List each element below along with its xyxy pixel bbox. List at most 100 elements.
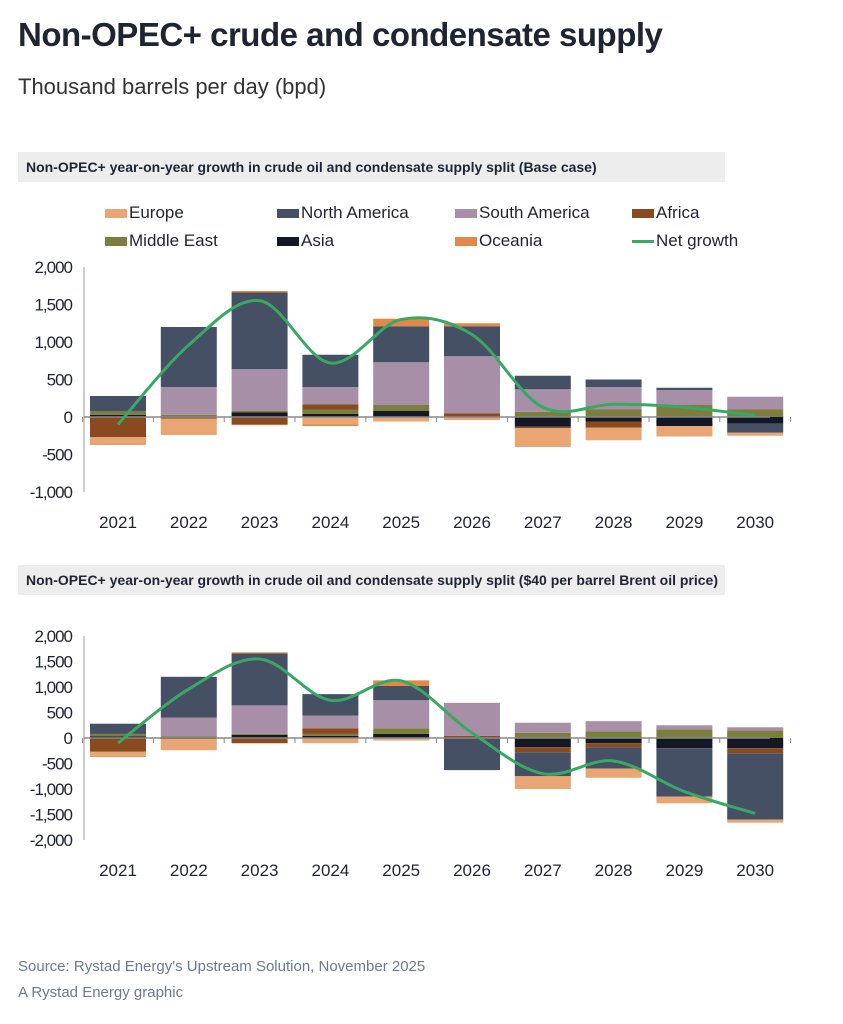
bar-south-america bbox=[727, 727, 784, 731]
bar-europe bbox=[302, 738, 359, 744]
x-tick-label: 2030 bbox=[736, 513, 774, 532]
bar-asia bbox=[90, 736, 146, 738]
bar-north-america bbox=[160, 327, 217, 387]
x-tick-label: 2022 bbox=[170, 861, 208, 880]
bar-middle-east bbox=[727, 409, 784, 417]
bar-europe bbox=[302, 417, 359, 425]
x-tick-label: 2030 bbox=[736, 861, 774, 880]
x-tick-label: 2022 bbox=[170, 513, 208, 532]
legend-label: Asia bbox=[301, 231, 335, 250]
legend-swatch bbox=[105, 236, 127, 246]
bar-europe bbox=[514, 428, 571, 447]
bar-middle-east bbox=[90, 733, 146, 737]
bar-south-america bbox=[160, 717, 217, 737]
bar-north-america bbox=[727, 423, 784, 433]
bar-middle-east bbox=[585, 409, 642, 417]
bar-europe bbox=[656, 426, 713, 437]
bar-north-america bbox=[444, 738, 500, 771]
bar-asia bbox=[656, 738, 713, 749]
legend-asia: Asia bbox=[277, 231, 334, 251]
bar-asia bbox=[514, 417, 571, 427]
y-tick-label: 0 bbox=[64, 408, 73, 427]
bar-south-america bbox=[231, 369, 288, 411]
legend-south-america: South America bbox=[455, 203, 590, 223]
x-tick-label: 2021 bbox=[99, 861, 137, 880]
legend-swatch bbox=[455, 208, 477, 218]
x-tick-label: 2028 bbox=[595, 513, 633, 532]
bar-europe bbox=[585, 768, 642, 778]
legend-swatch bbox=[632, 239, 654, 243]
bar-north-america bbox=[656, 387, 713, 390]
bar-middle-east bbox=[727, 730, 784, 738]
bar-middle-east bbox=[514, 411, 571, 417]
bar-africa bbox=[514, 747, 571, 753]
bar-europe bbox=[656, 796, 713, 804]
bar-africa bbox=[302, 404, 359, 410]
x-tick-label: 2023 bbox=[241, 861, 279, 880]
bar-south-america bbox=[373, 362, 430, 405]
legend-oceania: Oceania bbox=[455, 231, 542, 251]
bar-middle-east bbox=[656, 729, 713, 738]
legend-label: Middle East bbox=[129, 231, 218, 250]
bar-africa bbox=[90, 738, 146, 752]
y-tick-label: -1,000 bbox=[30, 780, 73, 799]
bar-asia bbox=[302, 735, 359, 738]
bar-middle-east bbox=[160, 414, 217, 417]
bar-asia bbox=[302, 414, 359, 417]
bar-south-america bbox=[727, 396, 784, 410]
bar-north-america bbox=[373, 326, 430, 363]
net-growth-line bbox=[117, 657, 756, 815]
bar-asia bbox=[514, 738, 571, 748]
legend-swatch bbox=[105, 208, 127, 218]
chart-1-title: Non-OPEC+ year-on-year growth in crude o… bbox=[18, 152, 725, 182]
bar-africa bbox=[444, 413, 500, 417]
legend-africa: Africa bbox=[632, 203, 699, 223]
legend-europe: Europe bbox=[105, 203, 184, 223]
bar-asia bbox=[585, 738, 642, 744]
y-tick-label: 1,000 bbox=[34, 678, 72, 697]
bar-middle-east bbox=[231, 733, 288, 735]
legend-label: South America bbox=[479, 203, 590, 222]
bar-africa bbox=[514, 426, 571, 429]
bar-asia bbox=[231, 734, 288, 738]
bar-oceania bbox=[444, 323, 500, 327]
bar-europe bbox=[727, 432, 784, 436]
bar-europe bbox=[231, 743, 288, 744]
bar-south-america bbox=[160, 387, 217, 415]
x-tick-label: 2025 bbox=[382, 861, 420, 880]
x-tick-label: 2023 bbox=[241, 513, 279, 532]
x-tick-label: 2021 bbox=[99, 513, 137, 532]
legend-swatch bbox=[632, 208, 654, 218]
bar-europe bbox=[160, 739, 217, 751]
legend-label: Europe bbox=[129, 203, 184, 222]
credit-note: A Rystad Energy graphic bbox=[18, 984, 184, 1001]
bar-south-america bbox=[656, 390, 713, 405]
bar-asia bbox=[90, 414, 146, 417]
x-tick-label: 2026 bbox=[453, 513, 491, 532]
bar-south-america bbox=[373, 700, 430, 729]
legend-swatch bbox=[277, 208, 299, 218]
bar-africa bbox=[585, 421, 642, 428]
bar-asia bbox=[373, 733, 430, 738]
bar-south-america bbox=[231, 705, 288, 734]
bar-africa bbox=[585, 743, 642, 748]
y-tick-label: -1,500 bbox=[30, 806, 73, 825]
bar-north-america bbox=[727, 753, 784, 820]
bar-oceania bbox=[231, 291, 288, 293]
bar-north-america bbox=[160, 676, 217, 718]
x-tick-label: 2024 bbox=[311, 861, 349, 880]
source-note: Source: Rystad Energy's Upstream Solutio… bbox=[18, 958, 426, 975]
bar-oceania bbox=[231, 652, 288, 654]
y-tick-label: 1,500 bbox=[34, 653, 72, 672]
bar-europe bbox=[585, 427, 642, 441]
bar-asia bbox=[373, 411, 430, 417]
bar-north-america bbox=[656, 748, 713, 797]
bar-south-america bbox=[444, 356, 500, 414]
y-tick-label: 1,000 bbox=[34, 333, 72, 352]
x-tick-label: 2029 bbox=[665, 513, 703, 532]
legend-label: Net growth bbox=[656, 231, 739, 250]
bar-north-america bbox=[90, 396, 146, 411]
bar-asia bbox=[727, 417, 784, 424]
bar-europe bbox=[90, 751, 146, 756]
